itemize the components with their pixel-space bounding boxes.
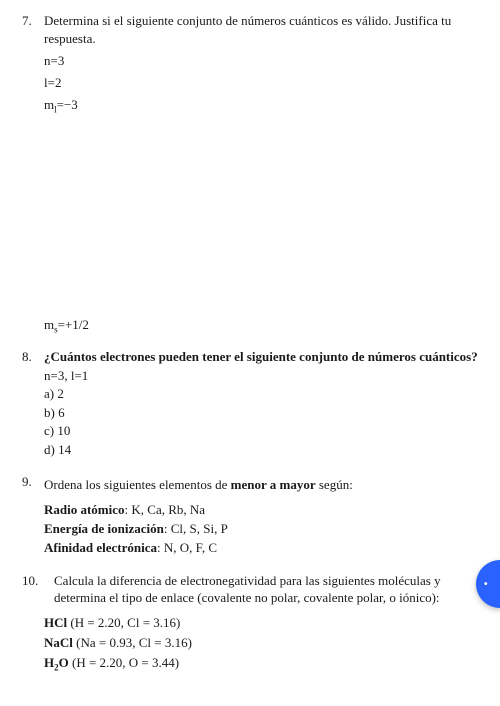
q7-ml-val: =−3: [57, 97, 78, 112]
q7-ms-var: m: [44, 317, 54, 332]
q9-text-bold: menor a mayor: [231, 477, 316, 492]
q10-number: 10.: [22, 572, 54, 590]
answer-space: [22, 121, 478, 311]
q10-hcl-v: (H = 2.20, Cl = 3.16): [67, 615, 180, 630]
q8-opt-c: c) 10: [44, 422, 478, 440]
q9-r2-label: Energía de ionización: [44, 521, 164, 536]
q8-opt-d: d) 14: [44, 441, 478, 459]
q10-nacl-v: (Na = 0.93, Cl = 3.16): [73, 635, 192, 650]
question-9: 9. Ordena los siguientes elementos de me…: [22, 473, 478, 558]
question-10: 10. Calcula la diferencia de electronega…: [22, 572, 478, 673]
q7-ms-val: =+1/2: [58, 317, 89, 332]
q10-text: Calcula la diferencia de electronegativi…: [54, 572, 478, 607]
q7-param-l: l=2: [44, 75, 478, 91]
q9-r2-elems: : Cl, S, Si, P: [164, 521, 228, 536]
q10-nacl: NaCl (Na = 0.93, Cl = 3.16): [44, 635, 478, 651]
q9-radio: Radio atómico: K, Ca, Rb, Na: [44, 501, 478, 519]
q10-h2o-f: H2O: [44, 655, 69, 670]
q7-ml-var: m: [44, 97, 54, 112]
q10-molecules: HCl (H = 2.20, Cl = 3.16) NaCl (Na = 0.9…: [44, 615, 478, 673]
q7-text: Determina si el siguiente conjunto de nú…: [44, 12, 478, 47]
q9-affinity: Afinidad electrónica: N, O, F, C: [44, 539, 478, 557]
q8-number: 8.: [22, 348, 44, 366]
question-7: 7. Determina si el siguiente conjunto de…: [22, 12, 478, 334]
q9-r1-label: Radio atómico: [44, 502, 125, 517]
q9-r3-label: Afinidad electrónica: [44, 540, 157, 555]
q9-text-2: según:: [316, 477, 353, 492]
document-page: 7. Determina si el siguiente conjunto de…: [0, 0, 500, 706]
q10-hcl-f: HCl: [44, 615, 67, 630]
question-8: 8. ¿Cuántos electrones pueden tener el s…: [22, 348, 478, 458]
q9-number: 9.: [22, 473, 44, 491]
q10-h2o: H2O (H = 2.20, O = 3.44): [44, 655, 478, 673]
q8-opt-b: b) 6: [44, 404, 478, 422]
q7-param-n: n=3: [44, 53, 478, 69]
q9-ionization: Energía de ionización: Cl, S, Si, P: [44, 520, 478, 538]
q9-text-1: Ordena los siguientes elementos de: [44, 477, 231, 492]
q10-nacl-f: NaCl: [44, 635, 73, 650]
q8-options: n=3, l=1 a) 2 b) 6 c) 10 d) 14: [44, 367, 478, 459]
q8-opt-a: a) 2: [44, 385, 478, 403]
help-icon: •: [484, 579, 488, 590]
q10-h2o-v: (H = 2.20, O = 3.44): [69, 655, 179, 670]
q9-r1-elems: : K, Ca, Rb, Na: [125, 502, 206, 517]
q7-param-ms: ms=+1/2: [44, 317, 478, 335]
q7-number: 7.: [22, 12, 44, 30]
q9-r3-elems: : N, O, F, C: [157, 540, 217, 555]
q7-param-ml: ml=−3: [44, 97, 478, 115]
q8-given: n=3, l=1: [44, 367, 478, 385]
q8-text: ¿Cuántos electrones pueden tener el sigu…: [44, 348, 478, 366]
q10-hcl: HCl (H = 2.20, Cl = 3.16): [44, 615, 478, 631]
q9-list: Radio atómico: K, Ca, Rb, Na Energía de …: [44, 501, 478, 558]
q9-text: Ordena los siguientes elementos de menor…: [44, 476, 478, 494]
